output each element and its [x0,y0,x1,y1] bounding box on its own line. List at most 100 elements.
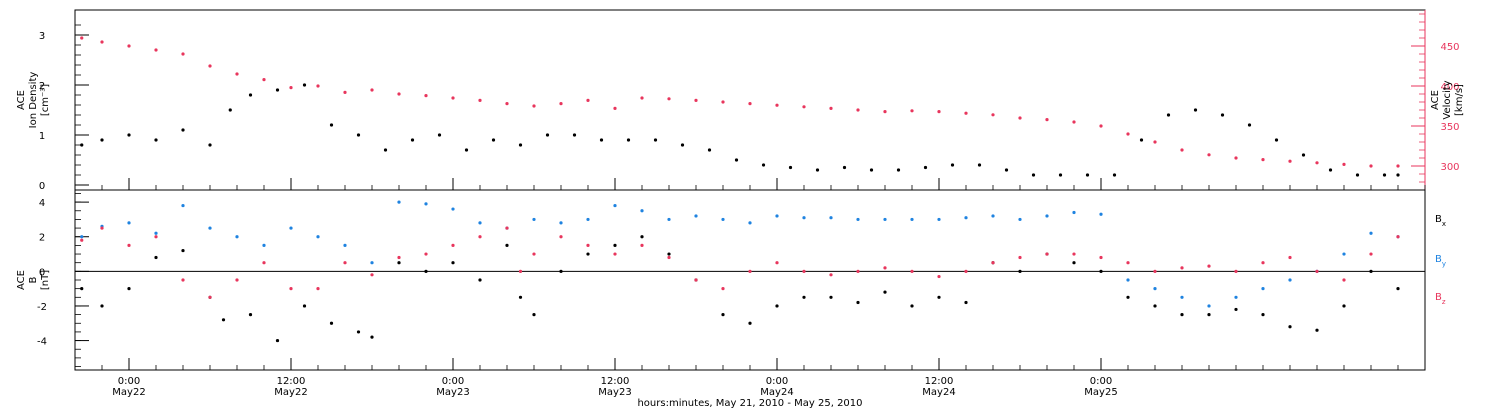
b-y-point [370,261,374,265]
x-tick-date: May25 [1084,387,1117,398]
b-y-point [775,214,779,218]
density-point [1166,113,1171,117]
velocity-point [721,100,725,104]
b-z-point [829,273,833,277]
b-y-point [343,243,347,247]
b-z-point [856,269,860,273]
b-z-point [883,266,887,270]
density-point [437,133,442,137]
density-point [1058,173,1063,177]
density-point [599,138,604,142]
b-z-point [937,274,941,279]
b-z-point [1153,269,1157,273]
b-x-point [370,335,374,339]
b-x-point [478,278,482,282]
velocity-point [613,106,617,110]
velocity-point [127,44,131,48]
x-tick-date: May22 [112,387,145,398]
b-y-point [586,217,590,222]
velocity-point [802,105,806,109]
density-point [154,138,158,142]
b-x-point [721,313,725,317]
density-point [1031,173,1036,177]
b-x-point [964,300,968,305]
x-axis-title: hours:minutes, May 21, 2010 - May 25, 20… [637,398,862,409]
b-y-point [262,243,266,247]
b-z-point [586,243,590,247]
velocity-point [478,98,482,102]
density-point [977,163,982,167]
b-x-point [80,287,84,291]
b-z-point [748,269,752,273]
velocity-point [1126,132,1130,136]
b-z-point [100,226,104,230]
density-point [127,133,131,137]
b-z-point [1207,264,1211,268]
b-z-point [640,243,644,247]
b-x-point [1180,313,1184,317]
b-y-point [1261,287,1265,291]
b-z-point [1261,261,1265,265]
b-z-point [1099,255,1103,260]
top-panel-frame [74,9,1426,191]
b-z-point [613,252,617,256]
density-point [518,143,523,147]
velocity-point [1045,118,1049,122]
velocity-point [1207,153,1211,157]
density-point [761,163,766,167]
velocity-point [80,36,84,40]
velocity-point [964,111,968,115]
velocity-point [1099,124,1103,128]
b-z-point [370,273,374,277]
density-axis-label: ACE [16,90,27,110]
b-x-point [1369,269,1373,273]
density-point [464,148,469,152]
density-point [302,83,307,87]
velocity-point [1288,159,1292,163]
b-tick-label: -2 [37,302,47,313]
b-x-point [424,269,428,273]
b-x-point [559,269,563,273]
b-y-point [424,202,428,206]
b-z-point [1180,266,1184,270]
velocity-point [208,64,212,68]
b-z-point [424,252,428,256]
b-y-point [910,217,914,222]
density-point [950,163,955,167]
b-tick-label: 2 [39,233,45,244]
b-tick-label: 4 [39,198,45,209]
b-y-point [559,221,563,225]
x-tick-time: 0:00 [766,376,788,387]
velocity-point [640,96,644,100]
b-z-point [397,255,401,260]
b-axis-label: ACE [16,270,27,290]
b-z-point [1126,261,1130,265]
x-tick-date: May23 [598,387,631,398]
velocity-point [181,52,185,56]
b-z-point [964,269,968,273]
density-point [275,88,280,92]
velocity-point [991,113,995,117]
velocity-point [1180,148,1184,152]
velocity-point [451,96,455,100]
velocity-point [289,86,293,90]
b-z-point [208,295,212,299]
density-point [653,138,658,142]
b-x-point [451,261,455,265]
bottom-panel: -4 -2 0 2 4 ACE B [nT] Bx By Bz [16,189,1446,371]
density-point [1112,173,1117,177]
b-x-point [1342,304,1346,308]
density-point [1382,173,1387,177]
b-y-point [532,217,536,222]
velocity-axis-label: [km/s] [1454,84,1465,116]
b-x-point [532,313,536,317]
b-y-point [1018,217,1022,222]
density-point [788,165,793,170]
density-point [1220,113,1225,117]
density-point [100,138,104,142]
b-x-point [1099,269,1103,273]
density-point [228,108,232,112]
b-z-point [80,238,84,242]
b-y-point [1207,304,1211,308]
b-y-point [991,214,995,218]
